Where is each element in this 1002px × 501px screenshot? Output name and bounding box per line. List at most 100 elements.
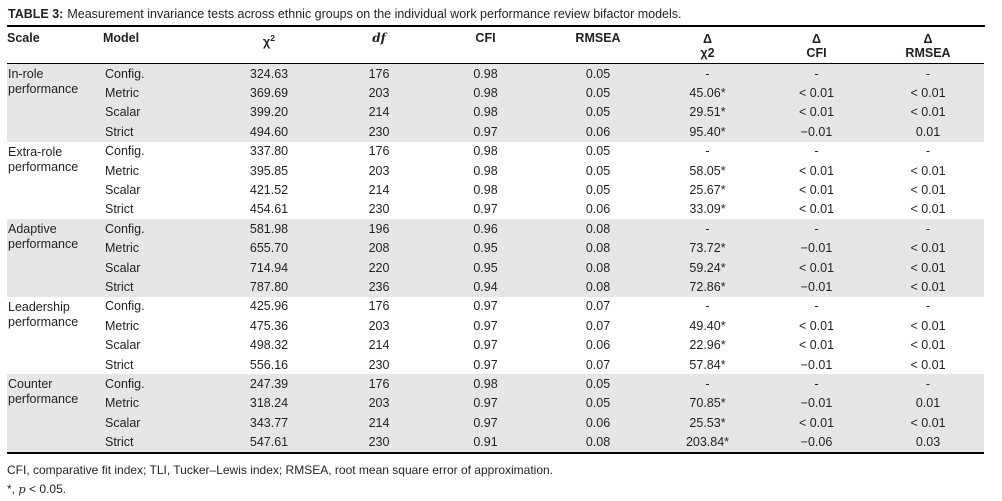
cell-chi2: 395.85 — [249, 163, 289, 178]
cell-rmsea: 0.08 — [585, 279, 611, 294]
cell-delta-chi2: - — [705, 299, 710, 314]
table-row: Metric 655.70 208 0.95 0.08 73.72* −0.01… — [7, 239, 984, 258]
table-row: Metric 475.36 203 0.97 0.07 49.40* < 0.0… — [7, 316, 984, 335]
cell-delta-chi2: 25.67* — [689, 183, 726, 198]
cell-delta-cfi: - — [814, 66, 819, 81]
cell-delta-cfi: −0.01 — [800, 279, 833, 294]
cell-df: 203 — [368, 163, 390, 178]
cell-chi2: 787.80 — [249, 279, 289, 294]
cell-rmsea: 0.05 — [585, 376, 611, 391]
col-header-chi2: χ2 — [209, 27, 329, 64]
cell-rmsea: 0.05 — [585, 66, 611, 81]
cell-delta-cfi: −0.01 — [800, 396, 833, 411]
cell-rmsea: 0.07 — [585, 299, 611, 314]
col-header-model: Model — [103, 27, 209, 64]
cell-model: Strict — [105, 124, 134, 139]
cell-cfi: 0.95 — [473, 241, 498, 256]
cell-delta-rmsea: - — [925, 144, 931, 159]
cell-delta-cfi: - — [814, 144, 819, 159]
cell-chi2: 475.36 — [249, 318, 289, 333]
group-adaptive-performance: Adaptive performance Config. 581.98 196 … — [7, 219, 984, 297]
cell-delta-chi2: 33.09* — [689, 202, 726, 217]
table-row: Scalar 343.77 214 0.97 0.06 25.53* < 0.0… — [7, 413, 984, 432]
cell-delta-rmsea: < 0.01 — [910, 357, 946, 372]
cell-cfi: 0.91 — [473, 435, 498, 450]
cell-delta-rmsea: < 0.01 — [910, 163, 946, 178]
cell-delta-rmsea: 0.01 — [915, 124, 941, 139]
table-row: Strict 494.60 230 0.97 0.06 95.40* −0.01… — [7, 122, 984, 141]
cell-chi2: 454.61 — [249, 202, 289, 217]
table-row: Counter performance Config. 247.39 176 0… — [7, 374, 984, 406]
cell-delta-cfi: < 0.01 — [798, 338, 835, 353]
cell-cfi: 0.98 — [473, 66, 498, 81]
cell-model: Scalar — [105, 260, 141, 275]
cell-delta-chi2: 95.40* — [689, 124, 726, 139]
cell-chi2: 369.69 — [249, 86, 289, 101]
cell-delta-chi2: 58.05* — [689, 163, 726, 178]
cell-cfi: 0.96 — [473, 221, 498, 236]
cell-delta-cfi: < 0.01 — [798, 318, 835, 333]
cell-rmsea: 0.05 — [585, 163, 611, 178]
cell-model: Strict — [105, 357, 134, 372]
cell-df: 214 — [368, 105, 390, 120]
cell-cfi: 0.98 — [473, 144, 498, 159]
cell-df: 236 — [368, 279, 390, 294]
cell-delta-chi2: 49.40* — [689, 318, 726, 333]
cell-delta-cfi: < 0.01 — [798, 105, 835, 120]
cell-df: 230 — [368, 124, 390, 139]
cell-cfi: 0.98 — [473, 376, 498, 391]
cell-delta-rmsea: < 0.01 — [910, 202, 946, 217]
cell-delta-chi2: - — [705, 221, 710, 236]
cell-df: 214 — [368, 415, 390, 430]
cell-chi2: 318.24 — [249, 396, 289, 411]
cell-cfi: 0.97 — [473, 396, 498, 411]
cell-cfi: 0.98 — [473, 105, 498, 120]
table-row: Strict 547.61 230 0.91 0.08 203.84* −0.0… — [7, 432, 984, 452]
cell-delta-chi2: 25.53* — [689, 415, 726, 430]
cell-rmsea: 0.06 — [585, 124, 611, 139]
cell-cfi: 0.97 — [473, 415, 498, 430]
cell-delta-chi2: - — [705, 376, 710, 391]
cell-model: Config. — [105, 221, 145, 236]
cell-chi2: 324.63 — [249, 66, 289, 81]
scale-label: In-role performance — [8, 67, 79, 96]
cell-delta-chi2: 22.96* — [689, 338, 726, 353]
cell-model: Config. — [105, 376, 145, 391]
cell-delta-cfi: < 0.01 — [798, 163, 835, 178]
cell-df: 203 — [368, 396, 390, 411]
cell-delta-rmsea: 0.03 — [915, 435, 941, 450]
cell-delta-rmsea: < 0.01 — [910, 241, 946, 256]
cell-chi2: 556.16 — [249, 357, 289, 372]
cell-rmsea: 0.08 — [585, 435, 611, 450]
col-header-delta-chi2: Δ χ2 — [654, 27, 761, 64]
cell-chi2: 399.20 — [249, 105, 289, 120]
cell-rmsea: 0.05 — [585, 105, 611, 120]
cell-delta-cfi: −0.01 — [800, 241, 833, 256]
scale-label: Adaptive performance — [8, 222, 79, 252]
table-row: Adaptive performance Config. 581.98 196 … — [7, 219, 984, 251]
cell-delta-chi2: - — [705, 144, 710, 159]
cell-delta-chi2: 59.24* — [689, 260, 726, 275]
cell-chi2: 425.96 — [249, 299, 289, 314]
cell-delta-cfi: < 0.01 — [798, 86, 835, 101]
scale-label: Extra-role performance — [8, 144, 79, 174]
cell-chi2: 421.52 — [249, 183, 289, 198]
cell-model: Strict — [105, 279, 134, 294]
cell-delta-chi2: 203.84* — [685, 435, 730, 450]
cell-df: 176 — [368, 66, 390, 81]
table-caption: Measurement invariance tests across ethn… — [67, 7, 682, 21]
scale-label: Leadership performance — [8, 299, 79, 329]
cell-df: 176 — [368, 299, 390, 314]
table-row: Scalar 498.32 214 0.97 0.06 22.96* < 0.0… — [7, 335, 984, 354]
cell-delta-cfi: < 0.01 — [798, 202, 835, 217]
cell-df: 214 — [368, 338, 390, 353]
group-extra-role-performance: Extra-role performance Config. 337.80 17… — [7, 142, 984, 220]
cell-delta-rmsea: < 0.01 — [910, 105, 946, 120]
cell-df: 220 — [368, 260, 390, 275]
cell-df: 230 — [368, 435, 390, 450]
cell-df: 176 — [368, 376, 390, 391]
cell-delta-cfi: - — [814, 299, 819, 314]
cell-cfi: 0.97 — [473, 299, 498, 314]
table-row: Scalar 714.94 220 0.95 0.08 59.24* < 0.0… — [7, 258, 984, 277]
